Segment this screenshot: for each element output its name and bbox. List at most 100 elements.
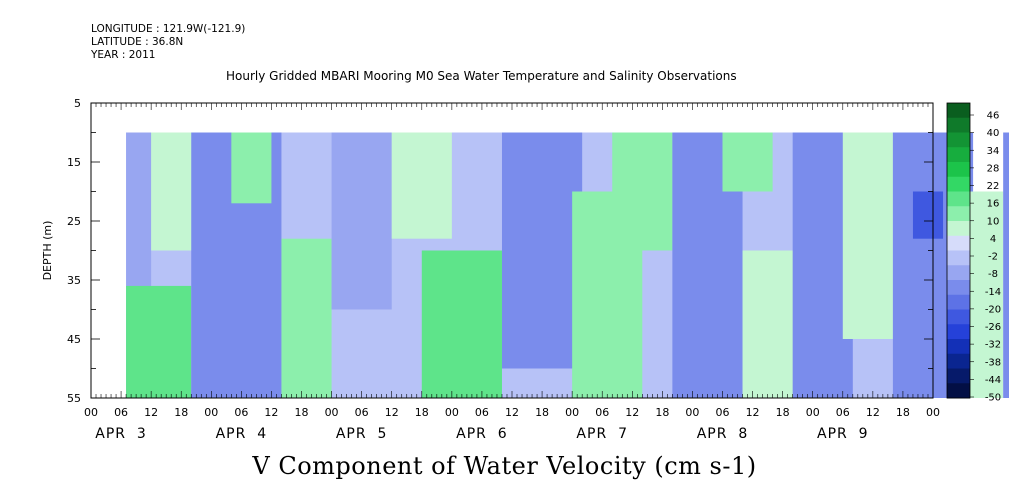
x-tick-label: 06 — [716, 406, 730, 419]
y-axis-label: DEPTH (m) — [41, 221, 54, 281]
x-tick-label: 18 — [295, 406, 309, 419]
y-tick-label: 35 — [67, 274, 81, 287]
colorbar-tick-label: -38 — [985, 357, 1001, 368]
colorbar-tick-label: 4 — [990, 234, 996, 245]
day-label: APR 3 — [95, 426, 147, 442]
x-tick-label: 00 — [204, 406, 218, 419]
heatmap-cell — [126, 285, 192, 398]
heatmap-cell — [501, 132, 583, 369]
colorbar-tick-label: 28 — [987, 163, 1000, 174]
colorbar-tick-label: -20 — [985, 304, 1001, 315]
colorbar-swatch — [947, 324, 970, 340]
colorbar-swatch — [947, 162, 970, 178]
colorbar-frame — [946, 102, 971, 399]
x-tick-label: 00 — [84, 406, 98, 419]
heatmap-cell — [842, 132, 893, 339]
x-tick-label: 06 — [234, 406, 248, 419]
day-label: APR 8 — [697, 426, 749, 442]
x-tick-label: 00 — [565, 406, 579, 419]
colorbar-swatch — [947, 235, 970, 251]
x-tick-label: 00 — [806, 406, 820, 419]
colorbar-swatch — [947, 250, 970, 266]
colorbar-swatch — [947, 339, 970, 355]
colorbar-swatch — [947, 117, 970, 133]
heatmap-layer — [126, 132, 1009, 398]
y-tick-label: 15 — [67, 156, 81, 169]
x-tick-label: 12 — [866, 406, 880, 419]
heatmap-cell — [1003, 132, 1009, 398]
x-tick-label: 12 — [505, 406, 519, 419]
heatmap-cell — [421, 250, 502, 398]
x-tick-label: 06 — [114, 406, 128, 419]
x-tick-label: 12 — [625, 406, 639, 419]
x-tick-label: 12 — [385, 406, 399, 419]
day-label: APR 5 — [336, 426, 388, 442]
colorbar-tick-label: 34 — [987, 146, 1000, 157]
colorbar: 46 40 34 28 22 16 10 4 -2 -8 -14 -20 -26 -32 -38 -44 -50 — [946, 102, 1001, 404]
heatmap-cell — [281, 238, 332, 398]
colorbar-tick-label: -8 — [988, 269, 998, 280]
heatmap-cell — [912, 191, 944, 239]
colorbar-swatch — [947, 383, 970, 399]
x-tick-label: 00 — [685, 406, 699, 419]
day-label: APR 9 — [817, 426, 869, 442]
x-tick-label: 00 — [926, 406, 940, 419]
colorbar-tick-label: 22 — [987, 181, 1000, 192]
x-tick-label: 06 — [355, 406, 369, 419]
longitude-label: LONGITUDE : 121.9W(-121.9) — [91, 23, 246, 35]
colorbar-tick-label: -50 — [985, 393, 1001, 404]
colorbar-tick-label: 40 — [987, 128, 1000, 139]
colorbar-swatch — [947, 309, 970, 325]
colorbar-tick-label: 46 — [987, 111, 1000, 122]
heatmap-cell — [722, 132, 773, 192]
x-tick-label: 12 — [746, 406, 760, 419]
chart-title: Hourly Gridded MBARI Mooring M0 Sea Wate… — [226, 69, 737, 83]
heatmap-cell — [331, 132, 392, 310]
x-tick-label: 12 — [144, 406, 158, 419]
y-tick-label: 55 — [67, 392, 81, 405]
colorbar-swatch — [947, 191, 970, 207]
axes-layer: 00 06 12 18 00 06 12 18 00 06 12 18 00 06 12 18 00 06 12 18… — [41, 97, 940, 442]
x-tick-label: 06 — [475, 406, 489, 419]
heatmap-cell — [612, 132, 673, 251]
x-tick-label: 18 — [896, 406, 910, 419]
colorbar-tick-label: -32 — [985, 340, 1001, 351]
y-tick-label: 5 — [74, 97, 81, 110]
x-tick-label: 18 — [535, 406, 549, 419]
x-tick-label: 06 — [595, 406, 609, 419]
colorbar-swatch — [947, 265, 970, 281]
x-tick-label: 06 — [836, 406, 850, 419]
colorbar-swatch — [947, 206, 970, 222]
year-label: YEAR : 2011 — [91, 49, 156, 61]
colorbar-swatch — [947, 147, 970, 163]
x-tick-label: 12 — [264, 406, 278, 419]
y-tick-label: 45 — [67, 333, 81, 346]
variable-label: V Component of Water Velocity (cm s-1) — [252, 452, 757, 480]
colorbar-swatch — [947, 280, 970, 296]
day-label: APR 4 — [216, 426, 268, 442]
x-tick-label: 18 — [415, 406, 429, 419]
x-tick-label: 18 — [655, 406, 669, 419]
x-tick-label: 00 — [445, 406, 459, 419]
colorbar-swatch — [947, 294, 970, 310]
colorbar-tick-label: 10 — [987, 216, 1000, 227]
latitude-label: LATITUDE : 36.8N — [91, 36, 184, 48]
colorbar-tick-label: 16 — [987, 199, 1000, 210]
y-tick-label: 25 — [67, 215, 81, 228]
heatmap-cell — [391, 132, 452, 239]
colorbar-swatch — [947, 132, 970, 148]
heatmap-cell — [231, 132, 272, 204]
day-label: APR 7 — [576, 426, 628, 442]
colorbar-tick-label: -2 — [988, 252, 998, 263]
colorbar-swatch — [947, 353, 970, 369]
day-label: APR 6 — [456, 426, 508, 442]
colorbar-tick-label: -26 — [985, 322, 1001, 333]
colorbar-swatch — [947, 103, 970, 119]
x-tick-label: 18 — [174, 406, 188, 419]
colorbar-swatch — [947, 368, 970, 384]
colorbar-swatch — [947, 221, 970, 237]
colorbar-swatch — [947, 176, 970, 192]
colorbar-tick-label: -44 — [985, 375, 1001, 386]
x-tick-label: 00 — [325, 406, 339, 419]
